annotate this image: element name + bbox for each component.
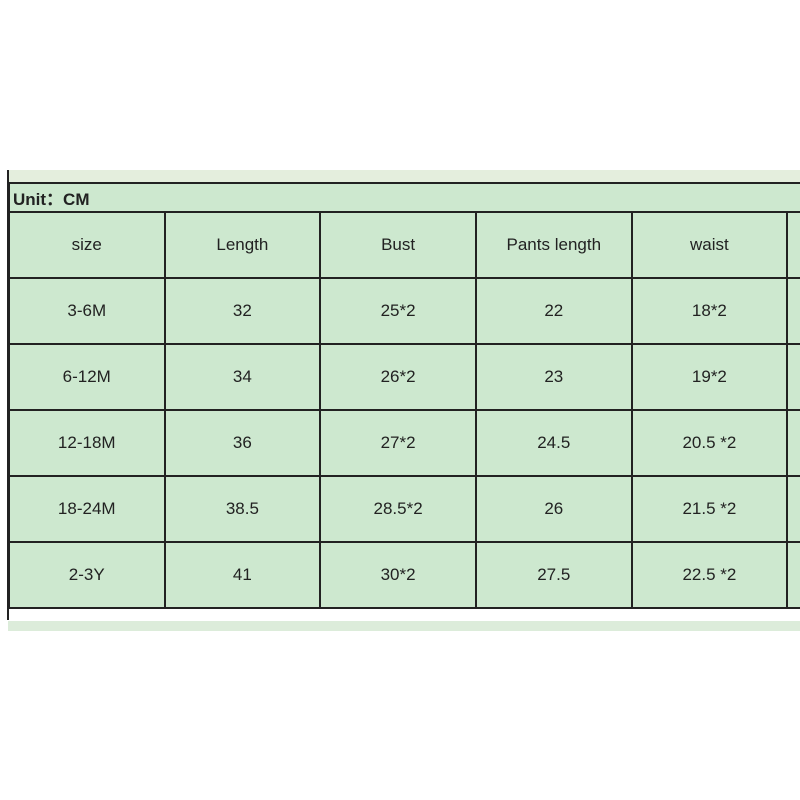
table-row-cell: 32 (163, 277, 322, 345)
header-row-cell: Pants length (474, 211, 633, 279)
table-row: 3-6M 32 25*2 22 18*2 (8, 277, 800, 345)
table-row: 18-24M 38.5 28.5*2 26 21.5 *2 (8, 475, 800, 543)
unit-label: Unit：CM (8, 182, 800, 213)
extra-column-cell (786, 409, 800, 477)
table-row: 12-18M 36 27*2 24.5 20.5 *2 (8, 409, 800, 477)
table-row-cell: 27*2 (319, 409, 477, 477)
table-row-cell: 18*2 (630, 277, 789, 345)
table-row-cell: 3-6M (8, 277, 166, 345)
table-row-cell: 38.5 (163, 475, 322, 543)
table-row-cell: 22.5 *2 (630, 541, 789, 609)
table-row-cell: 2-3Y (8, 541, 166, 609)
table-row-cell: 24.5 (474, 409, 633, 477)
table-row-cell: 18-24M (8, 475, 166, 543)
table-row-cell: 6-12M (8, 343, 166, 411)
table-row-cell: 21.5 *2 (630, 475, 789, 543)
table-row-cell: 28.5*2 (319, 475, 477, 543)
table-row-cell: 26*2 (319, 343, 477, 411)
table-row-cell: 19*2 (630, 343, 789, 411)
table-row-cell: 26 (474, 475, 633, 543)
table-row-cell: 41 (163, 541, 322, 609)
bottom-strip (8, 621, 800, 631)
extra-column-cell (786, 343, 800, 411)
table-row-cell: 23 (474, 343, 633, 411)
size-chart: Unit：CM size Length Bust Pants length waist 3… (8, 182, 800, 609)
table-row-cell: 25*2 (319, 277, 477, 345)
table-row-cell: 34 (163, 343, 322, 411)
extra-column-cell (786, 475, 800, 543)
header-row-cell: Length (163, 211, 322, 279)
table-row: 2-3Y 41 30*2 27.5 22.5 *2 (8, 541, 800, 609)
extra-column-cell (786, 277, 800, 345)
header-row-cell: size (8, 211, 166, 279)
header-row-cell: waist (630, 211, 789, 279)
table-row-cell: 22 (474, 277, 633, 345)
table-row-cell: 20.5 *2 (630, 409, 789, 477)
top-strip (8, 170, 800, 182)
size-table: Unit：CM size Length Bust Pants length waist 3… (8, 182, 800, 609)
table-row-cell: 12-18M (8, 409, 166, 477)
table-row-cell: 30*2 (319, 541, 477, 609)
header-row-cell: Bust (319, 211, 477, 279)
table-row-cell: 36 (163, 409, 322, 477)
header-row: size Length Bust Pants length waist (8, 211, 800, 279)
table-row: 6-12M 34 26*2 23 19*2 (8, 343, 800, 411)
extra-column-cell (786, 541, 800, 609)
table-row-cell: 27.5 (474, 541, 633, 609)
extra-column-cell (786, 211, 800, 279)
